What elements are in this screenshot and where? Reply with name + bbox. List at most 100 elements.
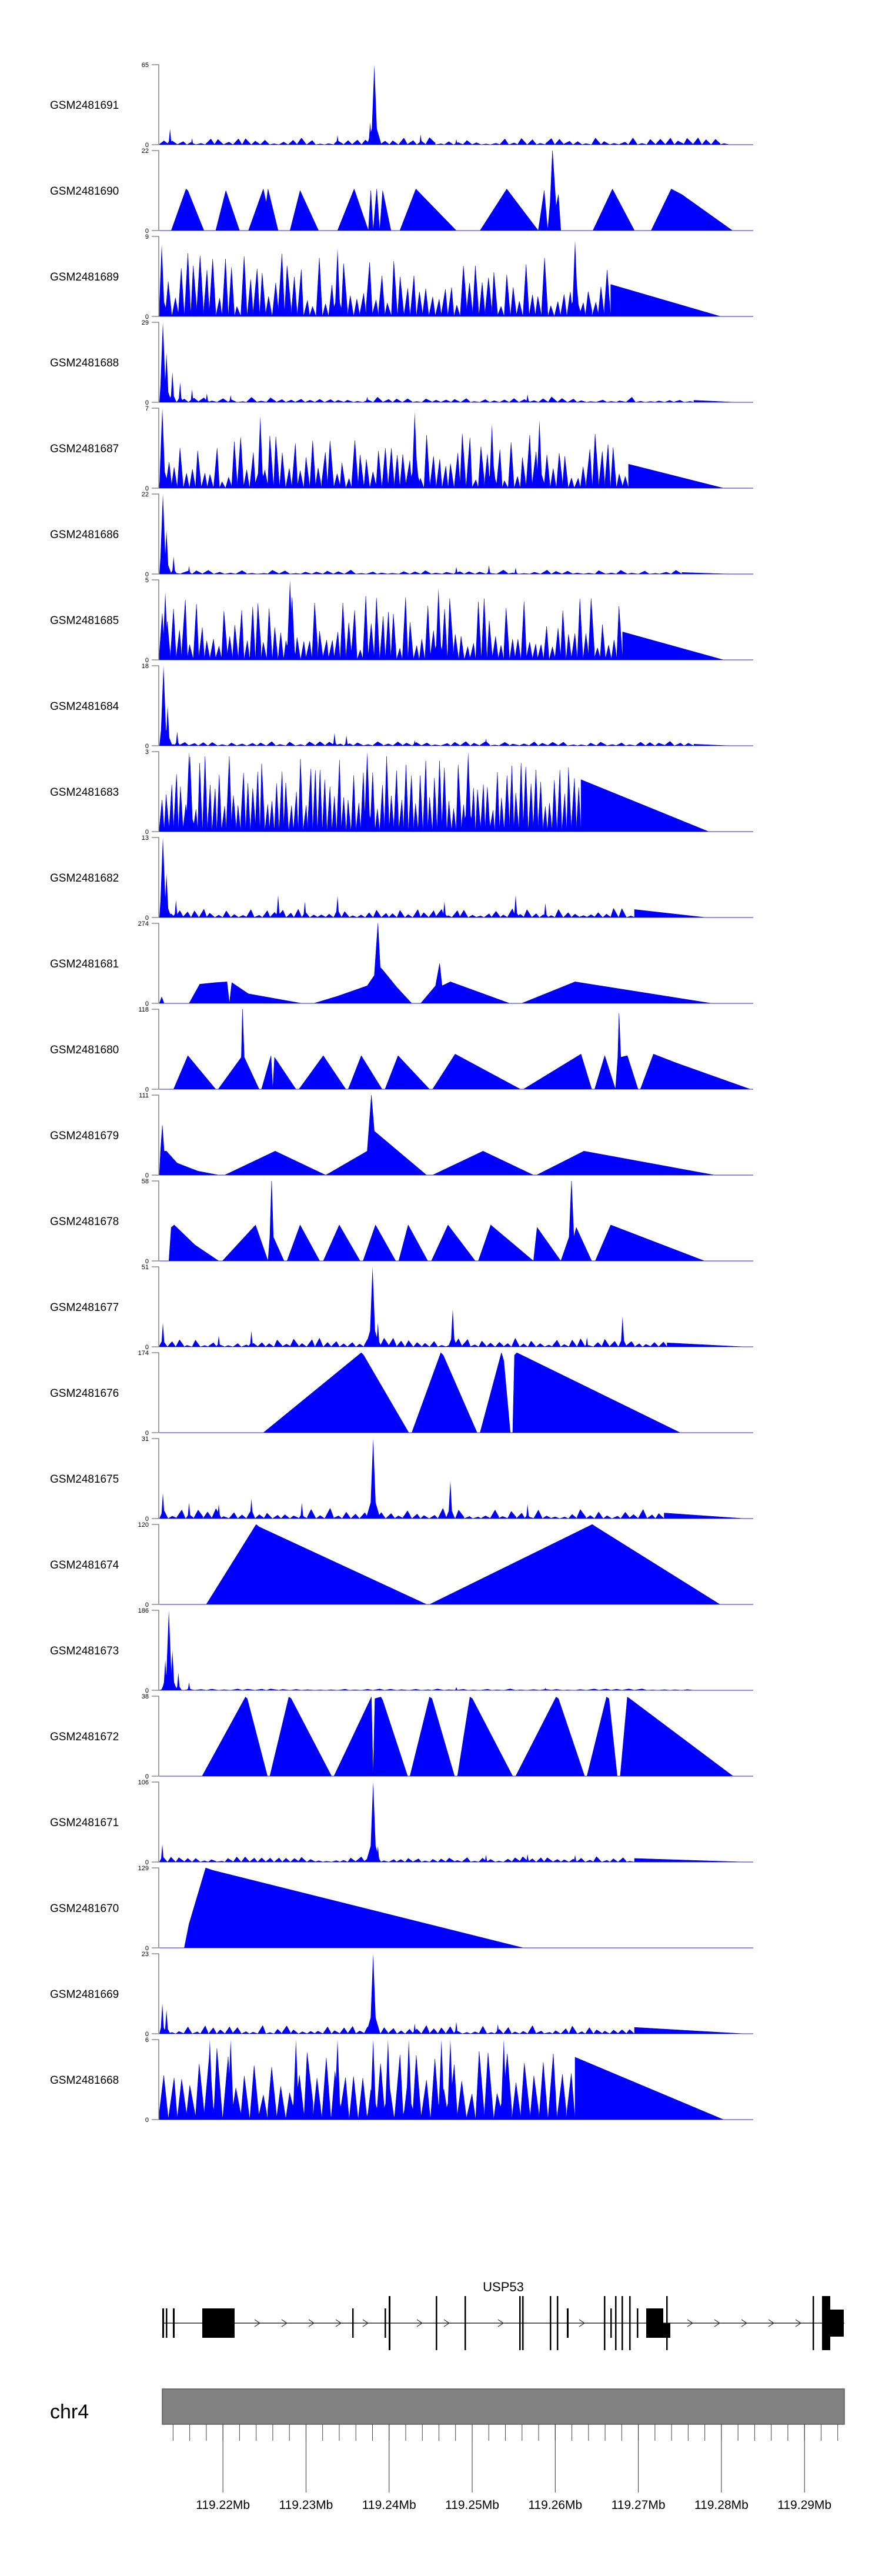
coverage-spike bbox=[168, 1650, 178, 1690]
data-track: GSM2481671 106 0 bbox=[50, 1779, 753, 1866]
coverage-spike bbox=[283, 580, 298, 660]
y-axis-zero-label: 0 bbox=[145, 1086, 149, 1093]
coverage-spike bbox=[483, 738, 489, 746]
coverage-area bbox=[159, 253, 753, 317]
y-axis-zero-label: 0 bbox=[145, 571, 149, 578]
track-label: GSM2481677 bbox=[50, 1302, 119, 1314]
data-track: GSM2481675 31 0 bbox=[50, 1436, 753, 1523]
coverage-spike bbox=[289, 2040, 303, 2120]
coverage-spike bbox=[173, 731, 181, 746]
coverage-spike bbox=[159, 494, 171, 574]
coverage-spike bbox=[248, 1330, 255, 1347]
axis-tick-label: 119.23Mb bbox=[279, 2498, 333, 2512]
coverage-spike bbox=[495, 2024, 501, 2034]
exon bbox=[666, 2296, 668, 2350]
coverage-spike bbox=[461, 752, 476, 832]
track-label: GSM2481676 bbox=[50, 1387, 119, 1400]
coverage-spike bbox=[486, 565, 492, 574]
y-axis-max-label: 18 bbox=[142, 663, 149, 670]
coverage-area bbox=[159, 1524, 753, 1605]
data-track: GSM2481680 118 0 bbox=[50, 1006, 753, 1093]
track-label: GSM2481678 bbox=[50, 1216, 119, 1228]
track-label: GSM2481672 bbox=[50, 1731, 119, 1743]
exon bbox=[522, 2296, 524, 2350]
coverage-spike bbox=[367, 65, 382, 145]
y-axis-zero-label: 0 bbox=[145, 915, 149, 922]
track-label: GSM2481688 bbox=[50, 357, 119, 369]
coverage-spike bbox=[223, 2040, 238, 2120]
track-label: GSM2481691 bbox=[50, 99, 119, 112]
strand-arrow-icon bbox=[443, 2319, 450, 2327]
coverage-area bbox=[159, 150, 753, 231]
y-axis-zero-label: 0 bbox=[145, 1945, 149, 1952]
coverage-spike bbox=[301, 901, 309, 917]
exon bbox=[646, 2308, 664, 2338]
coverage-spike bbox=[298, 1502, 306, 1519]
coverage-spike bbox=[159, 2003, 167, 2034]
coverage-spike bbox=[496, 2040, 511, 2120]
exon bbox=[610, 2308, 612, 2338]
exon bbox=[556, 2296, 559, 2350]
coverage-spike bbox=[366, 1954, 380, 2034]
y-axis-zero-label: 0 bbox=[145, 657, 149, 664]
y-axis bbox=[152, 665, 159, 746]
coverage-area bbox=[159, 596, 753, 660]
coverage-spike bbox=[161, 352, 172, 402]
coverage-spike bbox=[159, 837, 171, 917]
coverage-spike bbox=[274, 895, 282, 917]
coverage-spike bbox=[407, 412, 422, 488]
strand-arrow-icon bbox=[741, 2319, 748, 2327]
exon bbox=[821, 2296, 830, 2350]
y-axis bbox=[152, 322, 159, 403]
coverage-spike bbox=[533, 420, 546, 488]
coverage-spike bbox=[434, 2040, 449, 2120]
coverage-spike bbox=[360, 752, 375, 832]
y-axis-zero-label: 0 bbox=[145, 399, 149, 406]
coverage-spike bbox=[448, 1309, 457, 1347]
coverage-spike bbox=[248, 1499, 255, 1519]
coverage-spike bbox=[159, 322, 171, 402]
y-axis-max-label: 129 bbox=[138, 1865, 149, 1872]
y-axis bbox=[152, 1180, 159, 1262]
coverage-spike bbox=[584, 1337, 590, 1347]
y-axis-max-label: 65 bbox=[142, 62, 149, 69]
coverage-spike bbox=[172, 900, 180, 917]
coverage-spike bbox=[483, 1854, 489, 1862]
coverage-spike bbox=[331, 733, 338, 746]
coverage-spike bbox=[162, 2010, 171, 2034]
coverage-area bbox=[159, 1867, 753, 1948]
axis-tick-label: 119.28Mb bbox=[694, 2498, 749, 2512]
coverage-spike bbox=[228, 395, 233, 402]
strand-arrow-icon bbox=[308, 2319, 315, 2327]
data-track: GSM2481688 29 0 bbox=[50, 319, 753, 406]
coverage-spike bbox=[453, 1687, 459, 1690]
track-label: GSM2481682 bbox=[50, 872, 119, 885]
y-axis-max-label: 51 bbox=[142, 1264, 149, 1271]
data-track: GSM2481691 65 0 bbox=[50, 62, 753, 149]
exon bbox=[389, 2296, 391, 2350]
y-axis bbox=[152, 1524, 159, 1605]
y-axis bbox=[152, 1696, 159, 1777]
y-axis-max-label: 120 bbox=[138, 1521, 149, 1529]
strand-arrow-icon bbox=[768, 2319, 775, 2327]
y-axis bbox=[152, 579, 159, 660]
track-label: GSM2481673 bbox=[50, 1645, 119, 1657]
coverage-spike bbox=[159, 1323, 167, 1347]
coverage-spike bbox=[446, 1481, 455, 1519]
exon bbox=[549, 2296, 552, 2350]
coverage-spike bbox=[524, 1854, 531, 1862]
exon bbox=[202, 2308, 235, 2338]
coverage-spike bbox=[512, 895, 520, 917]
coverage-area bbox=[159, 1095, 753, 1176]
y-axis-zero-label: 0 bbox=[145, 1516, 149, 1523]
exon bbox=[603, 2296, 606, 2350]
coverage-area bbox=[159, 2048, 753, 2120]
coverage-spike bbox=[364, 396, 370, 402]
y-axis bbox=[152, 64, 159, 145]
y-axis bbox=[152, 1009, 159, 1090]
track-label: GSM2481690 bbox=[50, 185, 119, 198]
data-track: GSM2481689 9 0 bbox=[50, 233, 753, 321]
track-label: GSM2481689 bbox=[50, 271, 119, 283]
coverage-spike bbox=[166, 128, 173, 145]
coverage-spike bbox=[366, 122, 374, 145]
